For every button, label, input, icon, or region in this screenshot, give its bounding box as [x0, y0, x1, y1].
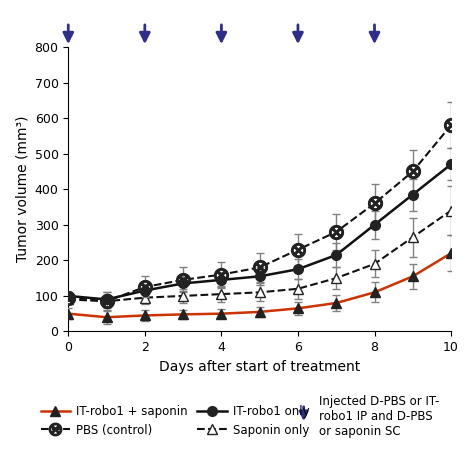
X-axis label: Days after start of treatment: Days after start of treatment	[159, 360, 360, 374]
Legend: IT-robo1 + saponin, PBS (control), IT-robo1 only, Saponin only: IT-robo1 + saponin, PBS (control), IT-ro…	[36, 400, 314, 441]
Y-axis label: Tumor volume (mm³): Tumor volume (mm³)	[15, 116, 29, 263]
Text: Injected D-PBS or IT-
robo1 IP and D-PBS
or saponin SC: Injected D-PBS or IT- robo1 IP and D-PBS…	[319, 395, 439, 438]
